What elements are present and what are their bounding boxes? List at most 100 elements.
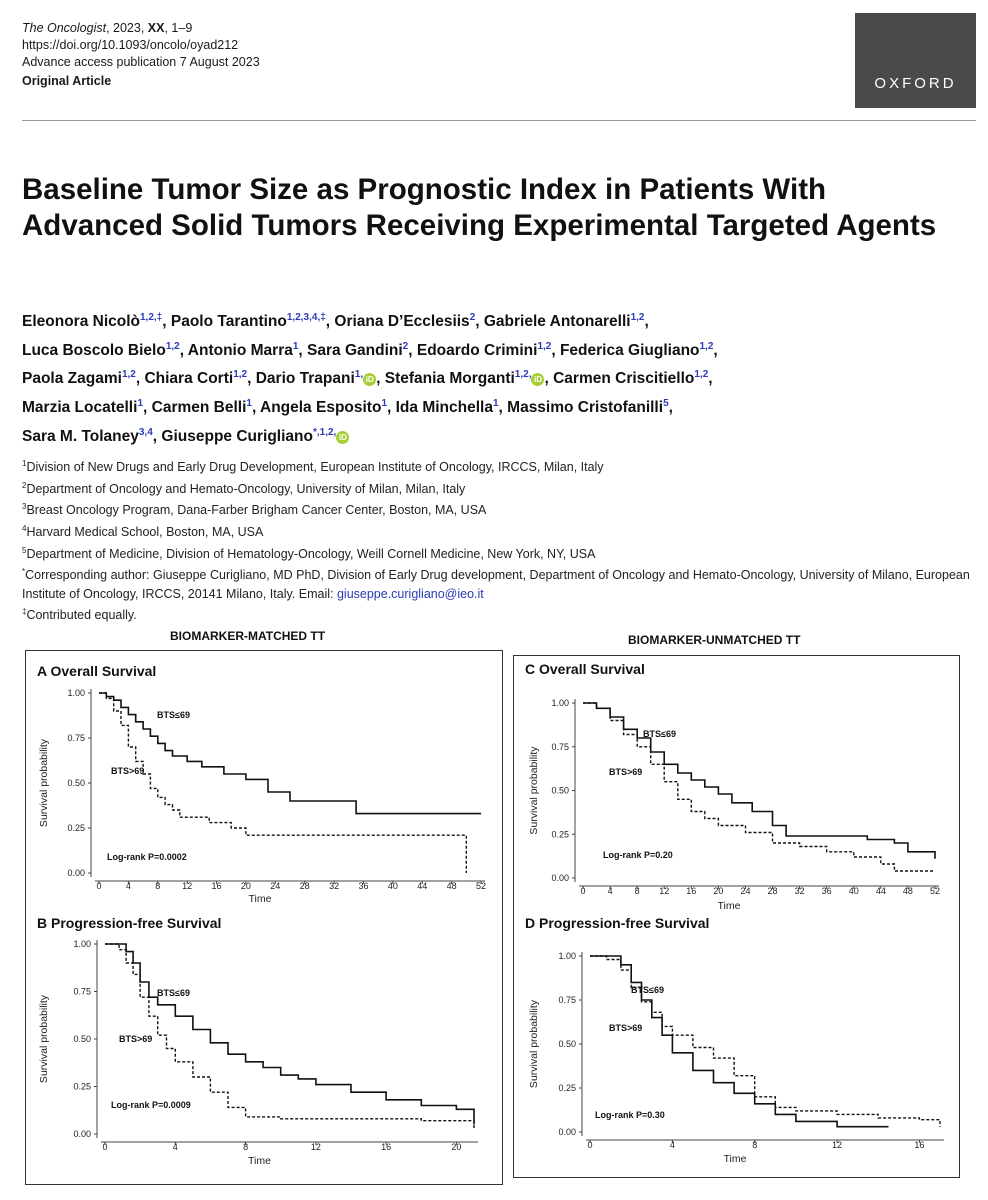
series-label: BTS>69 bbox=[119, 1034, 152, 1044]
x-axis-label: Time bbox=[718, 900, 741, 912]
author-affiliation-mark: 1 bbox=[292, 340, 299, 352]
unmatched-heading: BIOMARKER-UNMATCHED TT bbox=[628, 633, 801, 647]
x-tick-label: 44 bbox=[876, 886, 886, 896]
series-label: BTS≤69 bbox=[157, 710, 190, 720]
x-tick-label: 20 bbox=[451, 1142, 461, 1152]
author-separator: , bbox=[551, 341, 560, 359]
orcid-icon[interactable]: iD bbox=[531, 373, 545, 387]
log-rank-annotation: Log-rank P=0.0002 bbox=[107, 852, 187, 862]
corresponding-text: Corresponding author: Giuseppe Curiglian… bbox=[22, 568, 970, 601]
x-tick-label: 16 bbox=[381, 1142, 391, 1152]
author-name: Carmen Criscitiello bbox=[553, 370, 695, 388]
x-tick-label: 4 bbox=[126, 881, 131, 891]
affiliation-list: 1Division of New Drugs and Early Drug De… bbox=[22, 455, 972, 563]
affiliation-item: 2Department of Oncology and Hemato-Oncol… bbox=[22, 477, 972, 499]
author-affiliation-mark: 1, bbox=[354, 369, 364, 381]
orcid-icon[interactable]: iD bbox=[363, 373, 377, 387]
author-separator: , bbox=[135, 370, 145, 388]
panel-title: C Overall Survival bbox=[525, 661, 645, 677]
author-name: Paola Zagami bbox=[22, 370, 122, 388]
x-tick-label: 52 bbox=[476, 881, 486, 891]
author-separator: , bbox=[498, 399, 508, 417]
email-link[interactable]: giuseppe.curigliano@ieo.it bbox=[336, 586, 484, 601]
matched-panel bbox=[25, 650, 503, 1185]
x-tick-label: 48 bbox=[447, 881, 457, 891]
author-affiliation-mark: 1 bbox=[381, 397, 387, 409]
x-tick-label: 20 bbox=[713, 886, 723, 896]
y-tick-label: 1.00 bbox=[558, 951, 576, 961]
orcid-icon[interactable]: iD bbox=[336, 430, 350, 444]
author-separator: , bbox=[179, 341, 188, 359]
x-tick-label: 36 bbox=[358, 881, 368, 891]
x-tick-label: 20 bbox=[241, 881, 251, 891]
affiliation-text: Division of New Drugs and Early Drug Dev… bbox=[26, 460, 604, 475]
author-separator: , bbox=[475, 313, 484, 331]
author-affiliation-mark: *,1,2, bbox=[312, 426, 337, 438]
plot-a-overall-survival: A Overall Survival 0.00 0.25 0.50 0.75 1.00 0 4… bbox=[37, 663, 486, 905]
journal-year: , 2023, bbox=[106, 21, 148, 35]
journal-name: The Oncologist bbox=[22, 21, 107, 35]
journal-citation: The Oncologist, 2023, XX, 1–9 bbox=[22, 20, 260, 37]
x-tick-label: 8 bbox=[635, 886, 640, 896]
author-name: Giuseppe Curigliano bbox=[161, 427, 313, 445]
doi-link[interactable]: https://doi.org/10.1093/oncolo/oyad212 bbox=[22, 38, 239, 52]
author-affiliation-mark: 1,2,3,4,‡ bbox=[286, 312, 326, 323]
author-separator: , bbox=[408, 341, 417, 359]
x-tick-label: 8 bbox=[243, 1142, 248, 1152]
survival-curve-bts-gt-69 bbox=[590, 955, 941, 1127]
author-name: Edoardo Crimini bbox=[416, 341, 538, 359]
survival-curve-bts-gt-69 bbox=[105, 943, 475, 1129]
author-name: Antonio Marra bbox=[187, 341, 293, 359]
affiliation-item: 3Breast Oncology Program, Dana-Farber Br… bbox=[22, 498, 972, 520]
oxford-logo: OXFORD bbox=[855, 13, 976, 108]
x-axis-label: Time bbox=[724, 1153, 747, 1165]
corresponding-mark: * bbox=[22, 567, 26, 577]
y-tick-label: 0.50 bbox=[67, 778, 85, 788]
affiliation-number: 3 bbox=[22, 502, 27, 512]
affiliation-number: 1 bbox=[22, 459, 27, 468]
contributed-text: Contributed equally. bbox=[26, 608, 137, 623]
survival-curve-bts-le-69 bbox=[99, 692, 481, 815]
author-name: Sara M. Tolaney bbox=[22, 427, 139, 445]
x-tick-label: 8 bbox=[155, 881, 160, 891]
author-name: Sara Gandini bbox=[307, 341, 403, 359]
advance-access: Advance access publication 7 August 2023 bbox=[22, 55, 260, 69]
series-label: BTS≤69 bbox=[643, 729, 676, 739]
author-separator: , bbox=[713, 341, 718, 359]
article-title: Baseline Tumor Size as Prognostic Index … bbox=[22, 173, 937, 242]
affiliation-text: Department of Oncology and Hemato-Oncolo… bbox=[26, 481, 466, 496]
author-separator: , bbox=[325, 313, 335, 331]
affiliation-item: 1Division of New Drugs and Early Drug De… bbox=[22, 455, 972, 477]
x-tick-label: 0 bbox=[587, 1140, 592, 1150]
x-tick-label: 28 bbox=[768, 886, 778, 896]
survival-curve-bts-le-69 bbox=[105, 943, 475, 1125]
survival-curve-bts-le-69 bbox=[583, 702, 936, 859]
log-rank-annotation: Log-rank P=0.20 bbox=[603, 850, 673, 860]
x-tick-label: 32 bbox=[329, 881, 339, 891]
author-affiliation-mark: 1,2,‡ bbox=[140, 312, 163, 323]
author-affiliation-mark: 1,2 bbox=[699, 340, 714, 352]
x-tick-label: 24 bbox=[270, 881, 280, 891]
author-name: Luca Boscolo Bielo bbox=[22, 341, 166, 359]
log-rank-annotation: Log-rank P=0.0009 bbox=[111, 1100, 191, 1110]
y-tick-label: 0.50 bbox=[558, 1039, 576, 1049]
header-divider bbox=[22, 120, 976, 121]
x-tick-label: 24 bbox=[740, 886, 750, 896]
survival-curve-bts-gt-69 bbox=[99, 692, 467, 873]
author-affiliation-mark: 2 bbox=[469, 312, 476, 323]
author-affiliation-mark: 3,4 bbox=[138, 426, 153, 438]
author-name: Angela Esposito bbox=[260, 399, 382, 417]
y-tick-label: 0.75 bbox=[551, 742, 569, 752]
x-tick-label: 4 bbox=[670, 1140, 675, 1150]
article-type: Original Article bbox=[22, 74, 112, 88]
series-label: BTS≤69 bbox=[157, 988, 190, 998]
survival-curve-bts-gt-69 bbox=[583, 702, 935, 872]
x-tick-label: 8 bbox=[752, 1140, 757, 1150]
y-axis-label: Survival probability bbox=[38, 738, 50, 827]
y-axis-label: Survival probability bbox=[528, 746, 540, 835]
y-tick-label: 1.00 bbox=[73, 939, 91, 949]
x-tick-label: 12 bbox=[311, 1142, 321, 1152]
x-tick-label: 12 bbox=[832, 1140, 842, 1150]
author-name: Federica Giugliano bbox=[559, 341, 700, 359]
x-tick-label: 32 bbox=[795, 886, 805, 896]
